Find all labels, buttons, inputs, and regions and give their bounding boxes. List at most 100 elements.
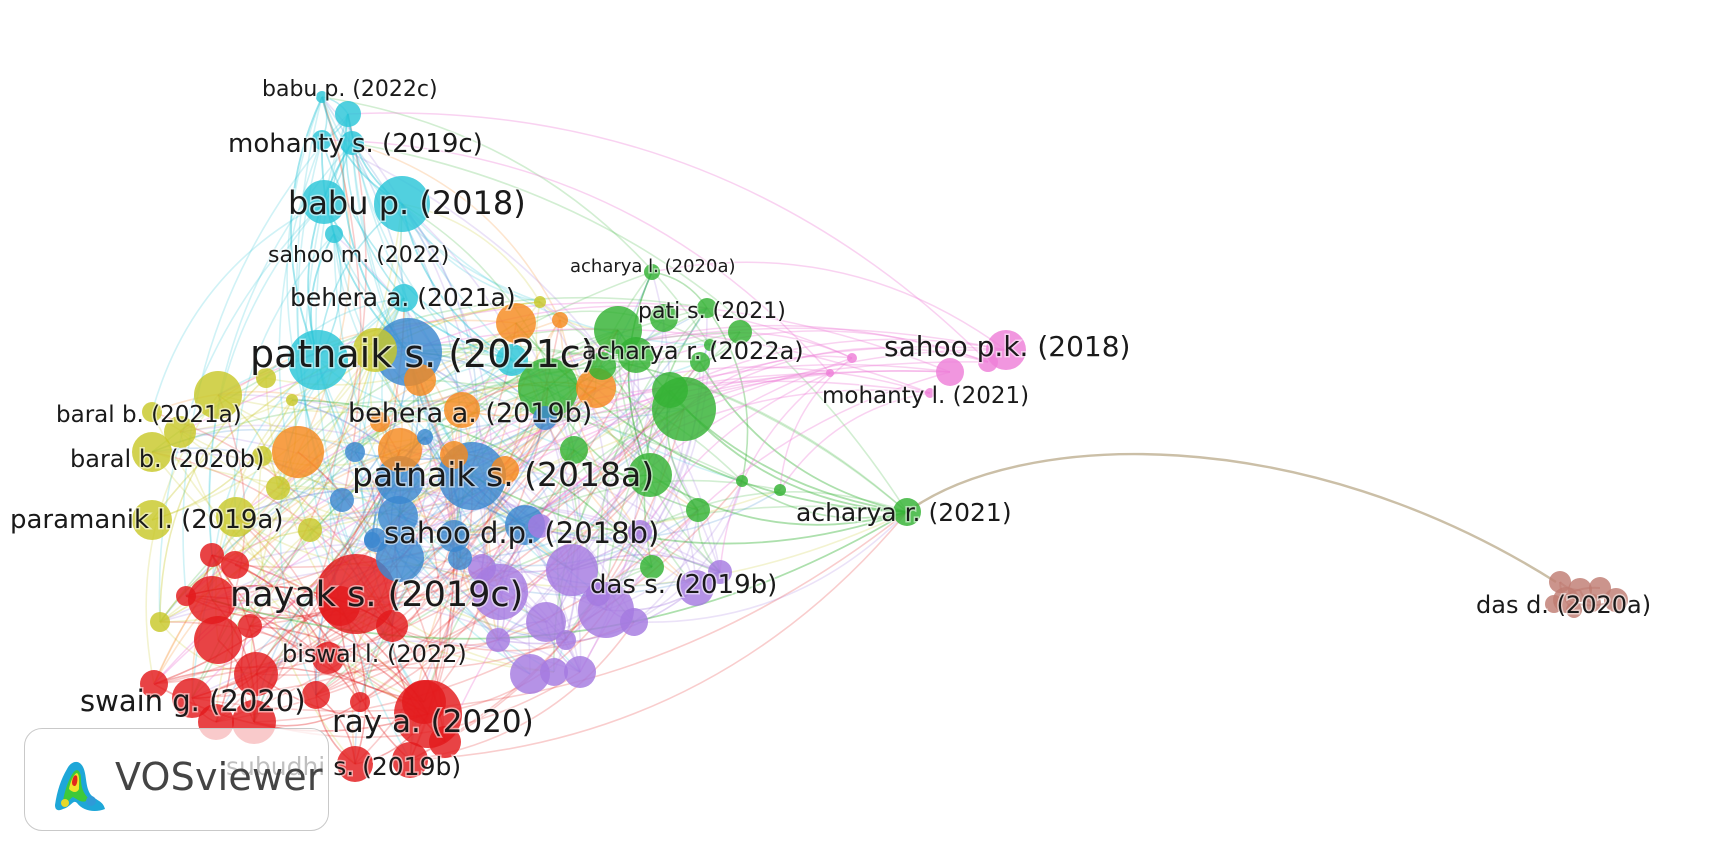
publication-node[interactable] <box>588 352 616 380</box>
publication-node[interactable] <box>370 412 390 432</box>
publication-node[interactable] <box>448 546 472 570</box>
publication-node[interactable] <box>312 130 332 150</box>
publication-node[interactable] <box>644 264 660 280</box>
publication-node[interactable] <box>298 518 322 542</box>
publication-node[interactable] <box>286 394 298 406</box>
publication-node[interactable] <box>736 475 748 487</box>
publication-node[interactable] <box>440 441 468 469</box>
publication-node[interactable] <box>728 320 752 344</box>
node-label[interactable]: swain g. (2020) <box>79 683 308 720</box>
publication-node[interactable] <box>132 432 172 472</box>
publication-node[interactable] <box>353 328 397 372</box>
publication-node[interactable] <box>564 656 596 688</box>
node-label[interactable]: baral b. (2020b) <box>69 444 266 475</box>
publication-node[interactable] <box>978 352 998 372</box>
publication-node[interactable] <box>364 532 380 548</box>
publication-node[interactable] <box>150 612 170 632</box>
publication-node[interactable] <box>925 388 935 398</box>
publication-node[interactable] <box>350 692 370 712</box>
publication-node[interactable] <box>774 484 786 496</box>
publication-node[interactable] <box>194 371 242 419</box>
publication-node[interactable] <box>132 500 172 540</box>
publication-node[interactable] <box>164 416 196 448</box>
publication-node[interactable] <box>404 364 436 396</box>
publication-node[interactable] <box>392 742 428 778</box>
publication-node[interactable] <box>312 642 344 674</box>
publication-node[interactable] <box>302 180 346 224</box>
publication-node[interactable] <box>200 543 224 567</box>
publication-node[interactable] <box>402 680 446 724</box>
node-label[interactable]: sahoo p.k. (2018) <box>883 329 1132 365</box>
publication-node[interactable] <box>444 392 480 428</box>
publication-node[interactable] <box>1545 595 1563 613</box>
publication-node[interactable] <box>320 586 360 626</box>
publication-node[interactable] <box>678 570 714 606</box>
publication-node[interactable] <box>640 555 664 579</box>
publication-node[interactable] <box>221 551 249 579</box>
publication-node[interactable] <box>704 339 716 351</box>
node-label[interactable]: pati s. (2021) <box>637 298 788 326</box>
publication-node[interactable] <box>620 608 648 636</box>
node-label[interactable]: baral b. (2021a) <box>55 401 244 430</box>
publication-node[interactable] <box>390 284 418 312</box>
publication-node[interactable] <box>378 428 422 472</box>
publication-node[interactable] <box>325 225 343 243</box>
publication-node[interactable] <box>686 498 710 522</box>
node-label[interactable]: paramanik l. (2019a) <box>9 504 285 537</box>
publication-node[interactable] <box>847 353 857 363</box>
node-label[interactable]: acharya r. (2021) <box>795 497 1014 529</box>
node-label[interactable]: acharya r. (2022a) <box>581 336 806 367</box>
publication-node[interactable] <box>1549 571 1571 593</box>
publication-node[interactable] <box>534 296 546 308</box>
publication-node[interactable] <box>1604 588 1628 612</box>
publication-node[interactable] <box>618 337 654 373</box>
publication-node[interactable] <box>142 402 162 422</box>
node-label[interactable]: mohanty s. (2019c) <box>227 128 485 161</box>
publication-node[interactable] <box>340 131 364 155</box>
node-label[interactable]: patnaik s. (2021c) <box>249 331 598 378</box>
publication-node[interactable] <box>1589 577 1611 599</box>
node-label[interactable]: mohanty l. (2021) <box>821 382 1031 411</box>
publication-node[interactable] <box>491 456 519 484</box>
node-label[interactable]: sahoo m. (2022) <box>267 242 451 270</box>
publication-node[interactable] <box>1568 578 1592 602</box>
node-label[interactable]: nayak s. (2019c) <box>229 574 525 617</box>
publication-node[interactable] <box>376 534 424 582</box>
publication-node[interactable] <box>337 746 373 782</box>
publication-node[interactable] <box>335 101 361 127</box>
publication-node[interactable] <box>560 436 588 464</box>
publication-node[interactable] <box>468 554 496 582</box>
publication-node[interactable] <box>552 312 568 328</box>
publication-node[interactable] <box>376 610 408 642</box>
publication-node[interactable] <box>628 453 672 497</box>
publication-node[interactable] <box>697 298 717 318</box>
publication-node[interactable] <box>540 658 568 686</box>
node-label[interactable]: acharya l. (2020a) <box>569 255 738 279</box>
node-label[interactable]: babu p. (2022c) <box>261 76 440 104</box>
publication-node[interactable] <box>556 630 576 650</box>
node-label[interactable]: ray a. (2020) <box>331 703 536 742</box>
publication-node[interactable] <box>272 426 324 478</box>
publication-node[interactable] <box>1583 594 1601 612</box>
publication-node[interactable] <box>936 358 964 386</box>
publication-node[interactable] <box>510 654 550 694</box>
publication-node[interactable] <box>1566 602 1582 618</box>
publication-node[interactable] <box>194 616 242 664</box>
publication-node[interactable] <box>256 368 276 388</box>
node-label[interactable]: das s. (2019b) <box>589 569 779 602</box>
publication-node[interactable] <box>316 91 328 103</box>
publication-node[interactable] <box>533 406 557 430</box>
node-label[interactable]: sahoo d.p. (2018b) <box>383 515 661 552</box>
node-label[interactable]: behera a. (2019b) <box>347 397 594 431</box>
publication-node[interactable] <box>690 352 710 372</box>
publication-node[interactable] <box>345 442 365 462</box>
publication-node[interactable] <box>893 498 921 526</box>
publication-node[interactable] <box>496 303 536 343</box>
publication-node[interactable] <box>826 369 834 377</box>
publication-node[interactable] <box>429 726 461 758</box>
node-label[interactable]: behera a. (2021a) <box>289 282 518 314</box>
node-label[interactable]: biswal l. (2022) <box>281 639 469 670</box>
publication-node[interactable] <box>628 520 652 544</box>
publication-node[interactable] <box>650 304 678 332</box>
